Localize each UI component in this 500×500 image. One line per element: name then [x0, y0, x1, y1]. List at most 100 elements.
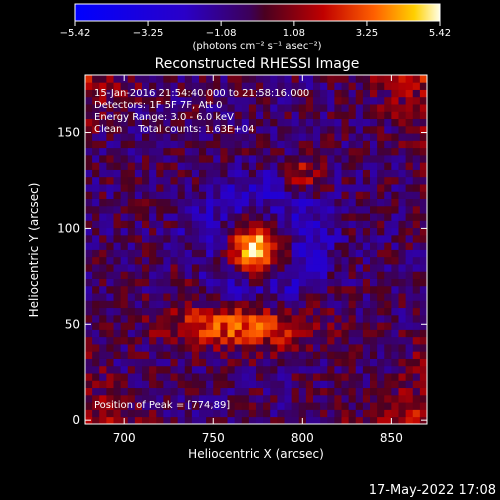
- heatmap-cell: [177, 213, 186, 221]
- heatmap-cell: [120, 322, 129, 330]
- heatmap-cell: [199, 416, 207, 425]
- heatmap-cell: [184, 344, 193, 352]
- heatmap-cell: [355, 96, 364, 105]
- heatmap-cell: [263, 234, 271, 243]
- heatmap-cell: [113, 82, 122, 90]
- heatmap-cell: [355, 278, 364, 287]
- heatmap-cell: [127, 154, 136, 163]
- heatmap-cell: [284, 402, 293, 410]
- heatmap-cell: [313, 75, 321, 83]
- heatmap-cell: [334, 176, 342, 185]
- heatmap-cell: [142, 336, 150, 345]
- heatmap-cell: [270, 256, 278, 265]
- heatmap-cell: [241, 133, 250, 141]
- heatmap-cell: [284, 329, 293, 338]
- heatmap-cell: [177, 125, 186, 134]
- heatmap-cell: [120, 278, 129, 287]
- heatmap-cell: [134, 329, 143, 338]
- heatmap-cell: [298, 133, 307, 141]
- heatmap-cell: [355, 89, 364, 98]
- heatmap-cell: [184, 227, 193, 236]
- heatmap-cell: [355, 402, 364, 410]
- heatmap-cell: [134, 220, 143, 229]
- heatmap-cell: [341, 82, 350, 90]
- heatmap-cell: [184, 111, 193, 120]
- heatmap-cell: [270, 234, 278, 243]
- heatmap-cell: [348, 285, 357, 294]
- heatmap-cell: [170, 154, 179, 163]
- heatmap-cell: [398, 213, 407, 221]
- heatmap-cell: [362, 125, 371, 134]
- heatmap-cell: [313, 205, 321, 214]
- heatmap-cell: [313, 307, 321, 316]
- heatmap-cell: [163, 300, 171, 309]
- heatmap-cell: [377, 365, 385, 374]
- heatmap-cell: [355, 380, 364, 389]
- heatmap-cell: [99, 293, 107, 301]
- heatmap-cell: [334, 162, 342, 170]
- heatmap-cell: [327, 314, 335, 323]
- heatmap-cell: [405, 380, 414, 389]
- heatmap-cell: [419, 264, 428, 272]
- heatmap-cell: [220, 394, 228, 403]
- heatmap-cell: [334, 82, 342, 90]
- heatmap-cell: [291, 307, 300, 316]
- heatmap-cell: [277, 329, 285, 338]
- heatmap-cell: [170, 271, 179, 279]
- heatmap-cell: [206, 104, 214, 112]
- heatmap-cell: [291, 314, 300, 323]
- heatmap-cell: [199, 336, 207, 345]
- heatmap-cell: [163, 351, 171, 359]
- heatmap-cell: [142, 307, 150, 316]
- heatmap-cell: [92, 344, 100, 352]
- heatmap-cell: [341, 300, 350, 309]
- heatmap-cell: [184, 234, 193, 243]
- heatmap-cell: [348, 118, 357, 127]
- heatmap-cell: [263, 147, 271, 156]
- heatmap-cell: [220, 307, 228, 316]
- heatmap-cell: [284, 365, 293, 374]
- heatmap-cell: [362, 242, 371, 250]
- heatmap-cell: [113, 409, 122, 418]
- heatmap-cell: [398, 278, 407, 287]
- heatmap-cell: [206, 147, 214, 156]
- heatmap-cell: [120, 314, 129, 323]
- heatmap-cell: [398, 133, 407, 141]
- heatmap-cell: [113, 264, 122, 272]
- heatmap-cell: [334, 198, 342, 207]
- heatmap-cell: [241, 198, 250, 207]
- heatmap-cell: [298, 402, 307, 410]
- heatmap-cell: [277, 271, 285, 279]
- heatmap-cell: [313, 271, 321, 279]
- heatmap-cell: [313, 184, 321, 192]
- heatmap-cell: [234, 256, 243, 265]
- heatmap-cell: [134, 293, 143, 301]
- heatmap-cell: [213, 191, 221, 200]
- heatmap-cell: [284, 409, 293, 418]
- heatmap-cell: [348, 242, 357, 250]
- heatmap-cell: [120, 125, 129, 134]
- heatmap-cell: [99, 387, 107, 396]
- heatmap-cell: [370, 329, 378, 338]
- heatmap-cell: [327, 104, 335, 112]
- heatmap-cell: [234, 264, 243, 272]
- heatmap-cell: [398, 205, 407, 214]
- heatmap-cell: [419, 387, 428, 396]
- heatmap-cell: [384, 82, 392, 90]
- heatmap-cell: [170, 111, 179, 120]
- heatmap-cell: [191, 140, 200, 149]
- heatmap-cell: [248, 169, 257, 178]
- heatmap-cell: [227, 351, 236, 359]
- heatmap-cell: [213, 118, 221, 127]
- heatmap-cell: [199, 162, 207, 170]
- heatmap-cell: [234, 242, 243, 250]
- heatmap-cell: [291, 154, 300, 163]
- heatmap-cell: [206, 358, 214, 367]
- heatmap-cell: [191, 249, 200, 258]
- heatmap-cell: [142, 358, 150, 367]
- heatmap-cell: [370, 96, 378, 105]
- heatmap-cell: [327, 118, 335, 127]
- heatmap-cell: [191, 307, 200, 316]
- heatmap-cell: [412, 351, 421, 359]
- heatmap-cell: [113, 234, 122, 243]
